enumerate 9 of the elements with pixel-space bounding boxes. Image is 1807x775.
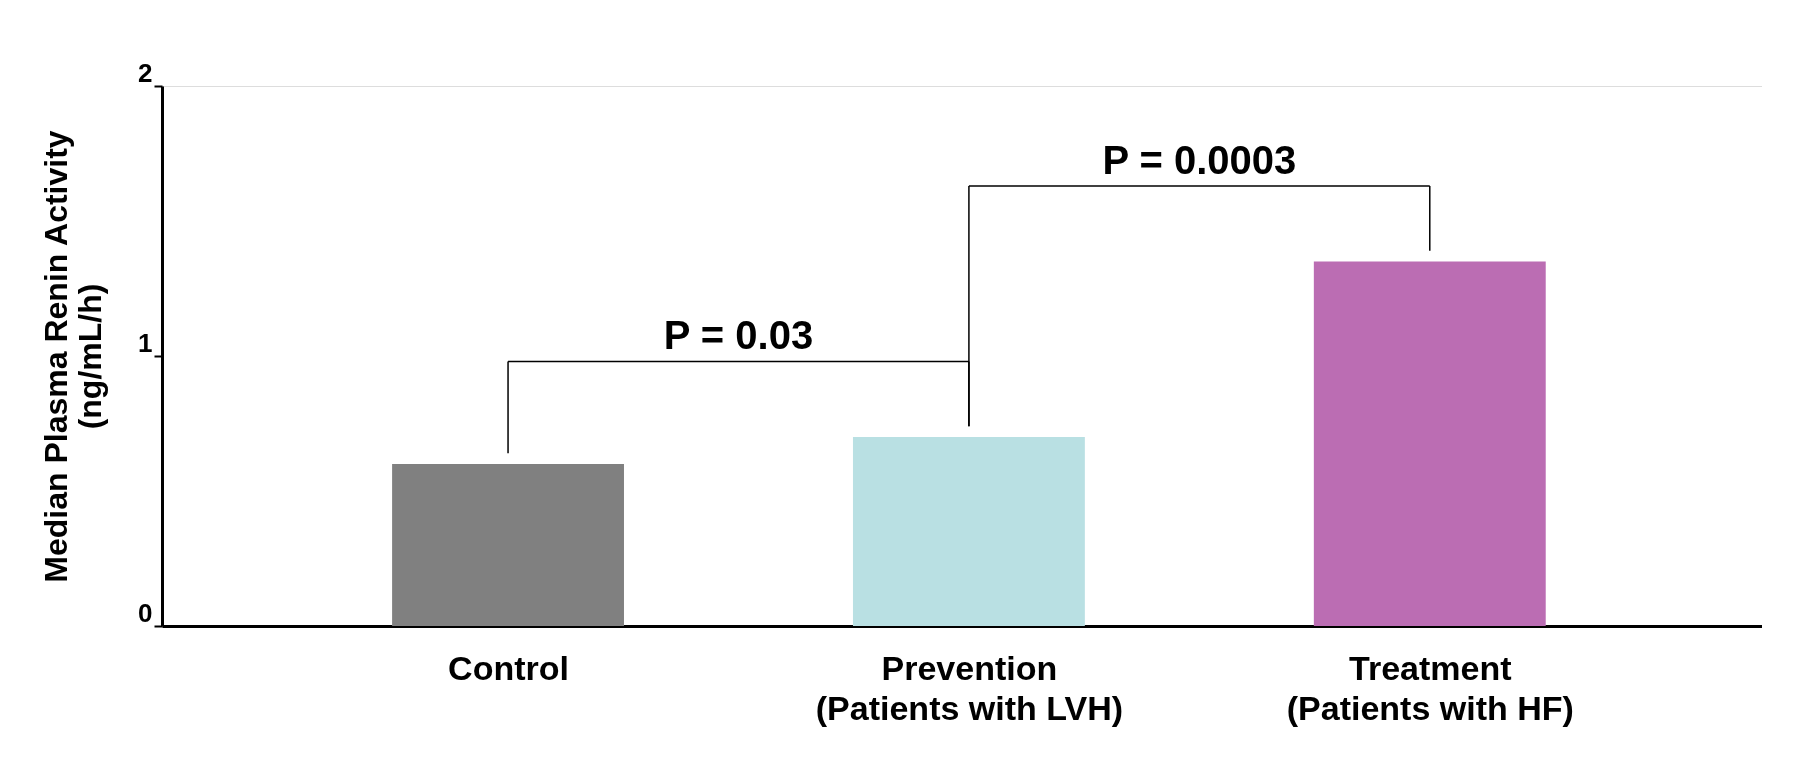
y-tick-label: 0	[138, 597, 153, 628]
x-tick-label: Treatment (Patients with HF)	[1286, 648, 1574, 727]
y-tick-label: 1	[138, 327, 153, 358]
x-tick-label: Control	[448, 648, 569, 687]
annotation: P = 0.0003	[1102, 137, 1297, 182]
y-axis-title: Median Plasma Renin Activity (ng/mL/h)	[38, 130, 109, 583]
x-tick-label: Prevention (Patients with LVH)	[815, 648, 1124, 727]
annotation: P = 0.03	[663, 313, 814, 358]
y-tick-label: 2	[138, 57, 153, 88]
